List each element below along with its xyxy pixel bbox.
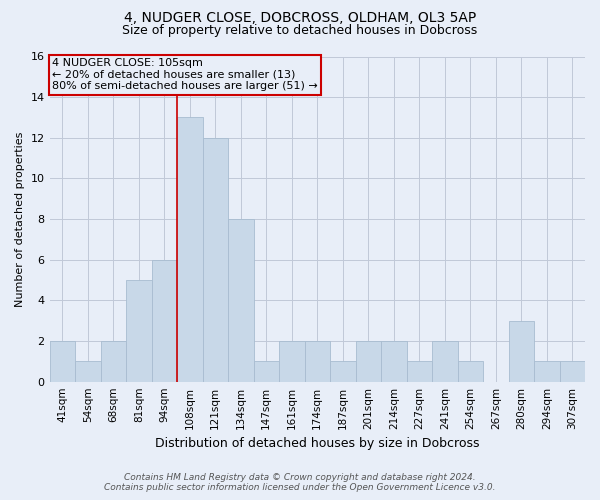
Bar xyxy=(177,118,203,382)
Text: 4, NUDGER CLOSE, DOBCROSS, OLDHAM, OL3 5AP: 4, NUDGER CLOSE, DOBCROSS, OLDHAM, OL3 5… xyxy=(124,11,476,25)
Text: Contains HM Land Registry data © Crown copyright and database right 2024.
Contai: Contains HM Land Registry data © Crown c… xyxy=(104,473,496,492)
Bar xyxy=(75,362,101,382)
Bar xyxy=(407,362,432,382)
Bar xyxy=(509,320,534,382)
Bar xyxy=(560,362,585,382)
Bar xyxy=(534,362,560,382)
Bar xyxy=(50,341,75,382)
Text: 4 NUDGER CLOSE: 105sqm
← 20% of detached houses are smaller (13)
80% of semi-det: 4 NUDGER CLOSE: 105sqm ← 20% of detached… xyxy=(52,58,318,92)
Bar xyxy=(203,138,228,382)
Bar xyxy=(381,341,407,382)
X-axis label: Distribution of detached houses by size in Dobcross: Distribution of detached houses by size … xyxy=(155,437,479,450)
Bar xyxy=(279,341,305,382)
Bar xyxy=(305,341,330,382)
Y-axis label: Number of detached properties: Number of detached properties xyxy=(15,132,25,307)
Bar xyxy=(330,362,356,382)
Bar xyxy=(356,341,381,382)
Text: Size of property relative to detached houses in Dobcross: Size of property relative to detached ho… xyxy=(122,24,478,37)
Bar xyxy=(432,341,458,382)
Bar xyxy=(126,280,152,382)
Bar xyxy=(101,341,126,382)
Bar xyxy=(228,219,254,382)
Bar xyxy=(458,362,483,382)
Bar xyxy=(152,260,177,382)
Bar xyxy=(254,362,279,382)
